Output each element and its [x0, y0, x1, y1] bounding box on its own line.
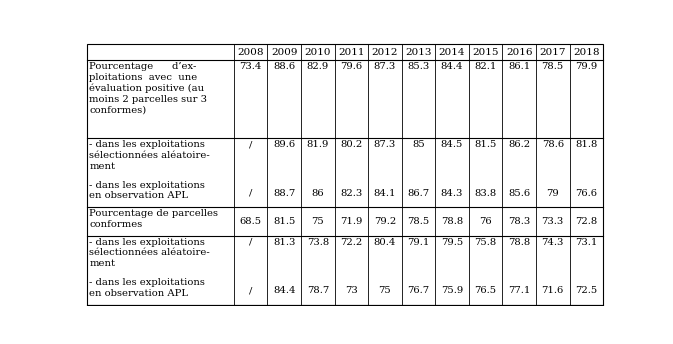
Text: 75.9: 75.9 [441, 286, 463, 295]
Text: 86.1: 86.1 [508, 62, 530, 71]
Text: 68.5: 68.5 [240, 217, 262, 226]
Text: 73.8: 73.8 [307, 238, 329, 247]
Text: - dans les exploitations
sélectionnées aléatoire-
ment: - dans les exploitations sélectionnées a… [90, 140, 210, 171]
Text: 75: 75 [378, 286, 391, 295]
Text: 71.9: 71.9 [340, 217, 363, 226]
Text: 73.1: 73.1 [575, 238, 598, 247]
Text: 81.9: 81.9 [307, 140, 329, 149]
Text: 74.3: 74.3 [542, 238, 564, 247]
Text: 76.6: 76.6 [575, 189, 598, 197]
Text: 81.8: 81.8 [575, 140, 598, 149]
Text: 84.1: 84.1 [374, 189, 396, 197]
Text: 72.2: 72.2 [341, 238, 363, 247]
Text: 78.5: 78.5 [542, 62, 564, 71]
Text: 88.6: 88.6 [273, 62, 295, 71]
Text: 83.8: 83.8 [474, 189, 497, 197]
Text: Pourcentage      d’ex-
ploitations  avec  une
évaluation positive (au
moins 2 pa: Pourcentage d’ex- ploitations avec une é… [90, 62, 207, 115]
Text: 81.3: 81.3 [273, 238, 295, 247]
Text: 78.8: 78.8 [508, 238, 530, 247]
Text: 76: 76 [479, 217, 492, 226]
Text: 81.5: 81.5 [273, 217, 295, 226]
Text: 82.1: 82.1 [474, 62, 497, 71]
Text: 85.6: 85.6 [508, 189, 530, 197]
Text: 76.5: 76.5 [474, 286, 497, 295]
Text: 87.3: 87.3 [374, 62, 396, 71]
Text: 79.5: 79.5 [441, 238, 463, 247]
Text: 81.5: 81.5 [474, 140, 497, 149]
Text: 72.8: 72.8 [575, 217, 598, 226]
Text: 2008: 2008 [238, 48, 264, 57]
Text: 79.9: 79.9 [575, 62, 598, 71]
Text: 86: 86 [312, 189, 324, 197]
Text: 84.5: 84.5 [441, 140, 463, 149]
Text: /: / [249, 189, 252, 197]
Text: - dans les exploitations
en observation APL: - dans les exploitations en observation … [90, 181, 205, 201]
Text: 73.4: 73.4 [240, 62, 262, 71]
Text: 2016: 2016 [506, 48, 532, 57]
Text: 2011: 2011 [338, 48, 365, 57]
Text: 87.3: 87.3 [374, 140, 396, 149]
Text: 84.3: 84.3 [441, 189, 463, 197]
Text: 2013: 2013 [405, 48, 432, 57]
Text: 2014: 2014 [439, 48, 465, 57]
Text: 79.6: 79.6 [341, 62, 363, 71]
Text: 78.6: 78.6 [542, 140, 564, 149]
Text: /: / [249, 140, 252, 149]
Text: 78.7: 78.7 [307, 286, 329, 295]
Text: 2015: 2015 [472, 48, 499, 57]
Text: 86.2: 86.2 [508, 140, 530, 149]
Text: 2018: 2018 [573, 48, 600, 57]
Text: 79: 79 [546, 189, 559, 197]
Text: 2009: 2009 [271, 48, 297, 57]
Text: 2012: 2012 [371, 48, 398, 57]
Text: 71.6: 71.6 [542, 286, 564, 295]
Text: 77.1: 77.1 [508, 286, 530, 295]
Text: 85.3: 85.3 [407, 62, 429, 71]
Text: 86.7: 86.7 [407, 189, 429, 197]
Text: 79.2: 79.2 [374, 217, 396, 226]
Text: 84.4: 84.4 [273, 286, 295, 295]
Text: 2010: 2010 [305, 48, 331, 57]
Text: 72.5: 72.5 [575, 286, 598, 295]
Text: 73: 73 [345, 286, 358, 295]
Text: /: / [249, 286, 252, 295]
Text: 85: 85 [412, 140, 425, 149]
Text: 80.2: 80.2 [341, 140, 363, 149]
Text: 84.4: 84.4 [441, 62, 463, 71]
Text: 78.3: 78.3 [508, 217, 530, 226]
Text: 78.8: 78.8 [441, 217, 463, 226]
Text: Pourcentage de parcelles
conformes: Pourcentage de parcelles conformes [90, 209, 218, 229]
Text: 78.5: 78.5 [407, 217, 429, 226]
Text: 82.9: 82.9 [307, 62, 329, 71]
Text: 80.4: 80.4 [374, 238, 396, 247]
Text: 88.7: 88.7 [273, 189, 295, 197]
Text: 73.3: 73.3 [542, 217, 564, 226]
Text: 89.6: 89.6 [273, 140, 295, 149]
Text: 2017: 2017 [540, 48, 566, 57]
Text: 75.8: 75.8 [474, 238, 497, 247]
Text: /: / [249, 238, 252, 247]
Text: 79.1: 79.1 [407, 238, 429, 247]
Text: - dans les exploitations
en observation APL: - dans les exploitations en observation … [90, 278, 205, 298]
Text: 75: 75 [312, 217, 324, 226]
Text: 76.7: 76.7 [407, 286, 429, 295]
Text: 82.3: 82.3 [341, 189, 363, 197]
Text: - dans les exploitations
sélectionnées aléatoire-
ment: - dans les exploitations sélectionnées a… [90, 238, 210, 268]
